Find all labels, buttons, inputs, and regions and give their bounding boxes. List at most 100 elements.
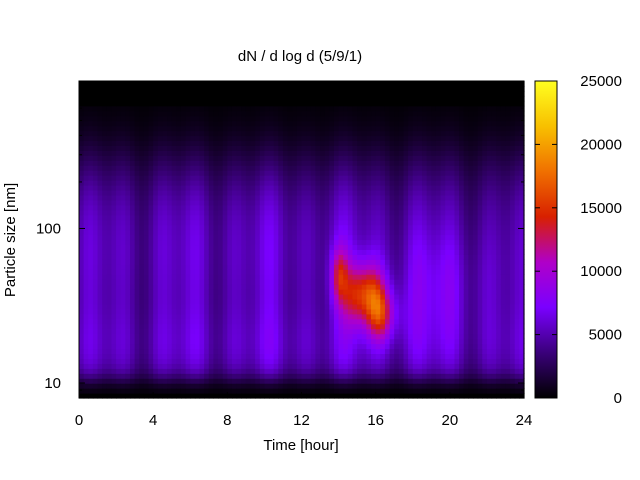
heatmap-cell [208,140,215,146]
heatmap-cell [287,313,293,320]
heatmap-cell [357,353,363,359]
heatmap-cell [338,328,344,335]
heatmap-cell [106,313,113,320]
heatmap-cell [227,140,233,146]
heatmap-cell [255,358,261,364]
heatmap-cell [218,383,224,389]
heatmap-cell [324,279,330,285]
heatmap-cell [79,199,85,206]
heatmap-cell [273,373,279,379]
heatmap-cell [422,229,428,236]
heatmap-cell [185,293,191,300]
heatmap-cell [435,105,442,112]
heatmap-cell [208,388,215,394]
heatmap-cell [273,363,279,369]
heatmap-cell [431,234,437,241]
heatmap-cell [403,393,409,399]
heatmap-cell [366,274,372,280]
heatmap-cell [190,234,196,241]
heatmap-cell [171,170,177,176]
heatmap-cell [380,81,386,87]
heatmap-cell [352,308,358,315]
heatmap-cell [120,95,126,102]
heatmap-cell [389,81,395,87]
heatmap-cell [199,298,205,305]
heatmap-cell [227,189,233,196]
heatmap-cell [361,239,367,246]
heatmap-cell [422,165,428,171]
heatmap-cell [120,100,126,107]
heatmap-cell [171,383,177,389]
heatmap-cell [343,363,349,369]
heatmap-cell [79,383,85,389]
heatmap-cell [204,333,210,340]
heatmap-cell [213,274,219,280]
heatmap-cell [162,130,168,137]
heatmap-cell [167,254,173,260]
heatmap-cell [241,348,247,355]
heatmap-cell [333,209,340,216]
heatmap-cell [412,85,418,92]
heatmap-cell [431,308,437,315]
heatmap-cell [227,150,233,156]
heatmap-cell [329,393,335,399]
heatmap-cell [315,160,321,166]
heatmap-cell [347,298,354,305]
heatmap-cell [398,189,405,196]
heatmap-cell [139,140,145,146]
heatmap-cell [306,393,312,399]
heatmap-cell [352,348,358,355]
heatmap-cell [352,293,358,300]
heatmap-cell [259,333,266,340]
heatmap-cell [153,85,159,92]
heatmap-cell [259,279,266,285]
heatmap-cell [255,90,261,97]
heatmap-cell [120,274,126,280]
heatmap-cell [287,274,293,280]
heatmap-cell [83,160,89,166]
heatmap-cell [245,130,252,137]
heatmap-cell [148,274,154,280]
heatmap-cell [208,204,215,211]
heatmap-cell [264,328,270,335]
heatmap-cell [222,383,228,389]
heatmap-cell [218,214,224,221]
heatmap-cell [120,90,126,97]
heatmap-cell [426,313,432,320]
heatmap-cell [389,353,395,359]
heatmap-cell [310,328,317,335]
heatmap-cell [241,373,247,379]
heatmap-cell [134,81,140,87]
heatmap-cell [245,115,252,122]
heatmap-cell [180,165,187,171]
heatmap-cell [111,244,117,250]
heatmap-cell [366,373,372,379]
heatmap-cell [310,140,317,146]
heatmap-cell [79,274,85,280]
heatmap-cell [157,254,164,260]
heatmap-cell [343,303,349,310]
heatmap-cell [306,214,312,221]
heatmap-cell [227,328,233,335]
heatmap-cell [139,328,145,335]
heatmap-cell [296,259,303,265]
heatmap-cell [250,170,256,176]
heatmap-cell [338,353,344,359]
heatmap-cell [338,284,344,290]
heatmap-cell [435,358,442,364]
heatmap-cell [329,185,335,191]
heatmap-cell [204,353,210,359]
heatmap-cell [143,388,150,394]
heatmap-cell [431,85,437,92]
heatmap-cell [398,343,405,350]
heatmap-cell [357,383,363,389]
heatmap-cell [167,363,173,369]
heatmap-cell [366,229,372,236]
heatmap-cell [218,284,224,290]
heatmap-cell [296,388,303,394]
heatmap-cell [282,244,289,250]
heatmap-cell [361,393,367,399]
heatmap-cell [241,95,247,102]
heatmap-cell [389,313,395,320]
heatmap-cell [292,180,298,186]
